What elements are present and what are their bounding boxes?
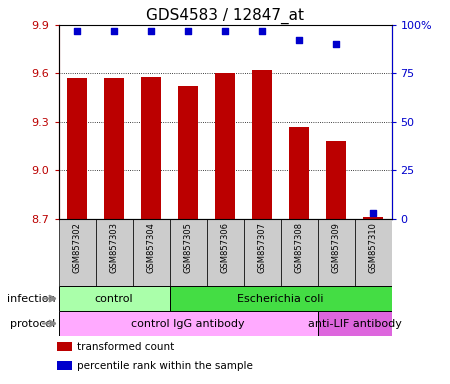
Bar — [58, 219, 95, 286]
Text: GSM857308: GSM857308 — [294, 222, 303, 273]
Point — [73, 28, 81, 34]
Point — [221, 28, 229, 34]
Bar — [67, 78, 87, 219]
Bar — [104, 78, 124, 219]
Text: infection: infection — [7, 293, 55, 304]
Bar — [215, 73, 235, 219]
Bar — [95, 219, 132, 286]
Title: GDS4583 / 12847_at: GDS4583 / 12847_at — [146, 7, 304, 23]
Text: GSM857309: GSM857309 — [332, 222, 341, 273]
Bar — [243, 219, 280, 286]
Bar — [318, 311, 392, 336]
Text: GSM857306: GSM857306 — [220, 222, 230, 273]
Bar — [355, 219, 392, 286]
Text: GSM857303: GSM857303 — [109, 222, 118, 273]
Point — [148, 28, 155, 34]
Bar — [58, 311, 318, 336]
Point — [333, 41, 340, 47]
Bar — [170, 219, 207, 286]
Point — [110, 28, 117, 34]
Bar — [178, 86, 198, 219]
Text: GSM857305: GSM857305 — [184, 222, 193, 273]
Bar — [318, 219, 355, 286]
Bar — [57, 342, 72, 351]
Bar — [289, 127, 309, 219]
Text: anti-LIF antibody: anti-LIF antibody — [307, 318, 401, 329]
Text: GSM857302: GSM857302 — [72, 222, 81, 273]
Text: transformed count: transformed count — [77, 342, 174, 352]
Point — [258, 28, 265, 34]
Text: control IgG antibody: control IgG antibody — [131, 318, 245, 329]
Bar — [57, 361, 72, 370]
Point — [184, 28, 192, 34]
Text: control: control — [94, 293, 133, 304]
Bar — [58, 286, 170, 311]
Text: Escherichia coli: Escherichia coli — [237, 293, 324, 304]
Bar — [170, 286, 392, 311]
Bar — [252, 70, 272, 219]
Bar — [326, 141, 346, 219]
Text: GSM857310: GSM857310 — [369, 222, 378, 273]
Point — [369, 210, 377, 216]
Text: GSM857304: GSM857304 — [147, 222, 156, 273]
Bar — [141, 77, 161, 219]
Text: percentile rank within the sample: percentile rank within the sample — [77, 361, 253, 371]
Bar — [280, 219, 318, 286]
Text: protocol: protocol — [10, 318, 55, 329]
Bar — [207, 219, 243, 286]
Point — [295, 37, 302, 43]
Text: GSM857307: GSM857307 — [257, 222, 266, 273]
Bar — [363, 217, 383, 219]
Bar — [132, 219, 170, 286]
